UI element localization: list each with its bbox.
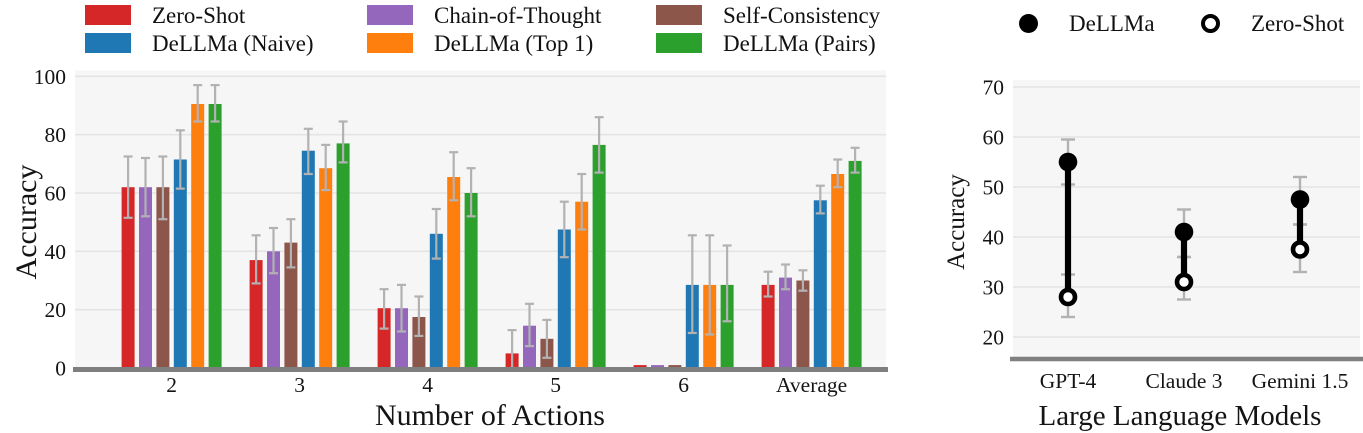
legend-swatch	[85, 33, 131, 53]
bar	[156, 187, 170, 368]
x-tick-label: 3	[294, 373, 305, 397]
legend-item-zero-shot: Zero-Shot	[1201, 10, 1345, 36]
dellma-point	[1058, 152, 1078, 172]
legend-item-dellma-top-1-: DeLLMa (Top 1)	[367, 30, 594, 56]
x-tick-label: Average	[776, 373, 847, 397]
x-tick-label: Gemini 1.5	[1252, 369, 1349, 393]
legend-label: Zero-Shot	[152, 2, 246, 28]
legend-swatch	[656, 33, 702, 53]
bar	[336, 143, 350, 368]
y-tick-label: 70	[983, 76, 1005, 100]
legend-item-chain-of-thought: Chain-of-Thought	[367, 2, 602, 28]
legend-label: DeLLMa	[1069, 10, 1155, 36]
x-tick-label: 5	[550, 373, 561, 397]
x-tick-label: 6	[678, 373, 689, 397]
y-tick-label: 30	[983, 276, 1005, 300]
bar	[377, 308, 391, 368]
legend-label: Chain-of-Thought	[434, 2, 602, 28]
y-tick-label: 20	[45, 298, 67, 322]
right-x-axis-label: Large Language Models	[1039, 400, 1322, 432]
zero-shot-point	[1174, 272, 1194, 292]
bar	[831, 174, 845, 368]
bar-group-5	[505, 116, 606, 370]
zero-shot-point	[1058, 287, 1078, 307]
bar	[249, 260, 263, 368]
legend-swatch	[367, 5, 413, 25]
zero-shot-point	[1290, 240, 1310, 259]
y-tick-label: 80	[45, 123, 67, 147]
y-tick-label: 40	[983, 226, 1005, 250]
bar	[848, 160, 862, 368]
dellma-point	[1174, 222, 1194, 242]
x-tick-label: 4	[422, 373, 433, 397]
y-tick-label: 20	[983, 326, 1005, 350]
legend-item-dellma-pairs-: DeLLMa (Pairs)	[656, 30, 876, 56]
actions-bar-chart: 0 20 40 60 80 100 2 3 4 5 6 Average Accuracy Number…	[10, 65, 888, 432]
y-tick-label: 60	[45, 182, 67, 206]
legend-label: DeLLMa (Top 1)	[434, 30, 594, 56]
bar-group-2	[121, 83, 222, 368]
dumbbell-group-GPT-4	[1058, 138, 1078, 319]
legend-label: Zero-Shot	[1251, 10, 1345, 36]
bar	[557, 229, 571, 368]
legend-item-dellma: DeLLMa	[1019, 10, 1155, 36]
bar	[761, 284, 775, 368]
y-tick-label: 60	[983, 126, 1005, 150]
bar	[592, 144, 606, 368]
dumbbell-group-Claude 3	[1174, 208, 1194, 301]
bar	[779, 277, 792, 368]
legend-swatch	[85, 5, 131, 25]
bar-group-6	[633, 234, 734, 368]
x-tick-label: GPT-4	[1040, 369, 1097, 393]
legend-item-zero-shot: Zero-Shot	[85, 2, 246, 28]
bar	[813, 200, 827, 368]
llm-dumbbell-chart: 20 30 40 50 60 70 GPT-4 Claude 3 Gemini 1.5 Accu…	[943, 76, 1363, 432]
legend-item-self-consistency: Self-Consistency	[656, 2, 881, 28]
bar	[668, 365, 682, 368]
y-tick-label: 0	[55, 357, 66, 381]
legend-swatch	[367, 33, 413, 53]
bar-group-Average	[761, 146, 862, 368]
bar	[464, 193, 478, 368]
bar	[575, 201, 589, 368]
filled-circle-icon	[1019, 13, 1038, 33]
bar	[319, 168, 333, 368]
bar	[633, 365, 647, 368]
x-tick-label: Claude 3	[1145, 369, 1222, 393]
legend-label: Self-Consistency	[723, 2, 881, 28]
left-y-axis-label: Accuracy	[10, 165, 43, 280]
bar	[267, 251, 280, 368]
bar	[139, 187, 152, 368]
bar-group-4	[377, 151, 478, 368]
bar	[191, 104, 205, 368]
bar	[208, 104, 222, 368]
y-tick-label: 50	[983, 176, 1005, 200]
bar	[720, 284, 734, 368]
x-tick-label: 2	[166, 373, 177, 397]
bar-group-3	[249, 120, 350, 368]
dumbbell-group-Gemini 1.5	[1290, 175, 1310, 274]
y-tick-label: 40	[45, 240, 67, 264]
bar	[447, 177, 461, 368]
open-circle-icon	[1201, 13, 1220, 33]
bar	[429, 233, 443, 368]
dellma-point	[1290, 190, 1310, 209]
legend-label: DeLLMa (Pairs)	[723, 30, 876, 56]
bar	[796, 280, 810, 368]
left-x-axis-label: Number of Actions	[375, 399, 605, 432]
bar	[301, 150, 315, 368]
bar	[412, 317, 426, 368]
legend-item-dellma-naive-: DeLLMa (Naive)	[85, 30, 314, 56]
bar	[395, 308, 408, 368]
bar	[121, 187, 135, 368]
y-tick-label: 100	[34, 65, 66, 89]
legend-label: DeLLMa (Naive)	[152, 30, 314, 56]
bar	[173, 159, 187, 368]
legend-swatch	[656, 5, 702, 25]
right-y-axis-label: Accuracy	[943, 174, 970, 270]
bar	[284, 242, 298, 368]
bar	[651, 365, 664, 368]
